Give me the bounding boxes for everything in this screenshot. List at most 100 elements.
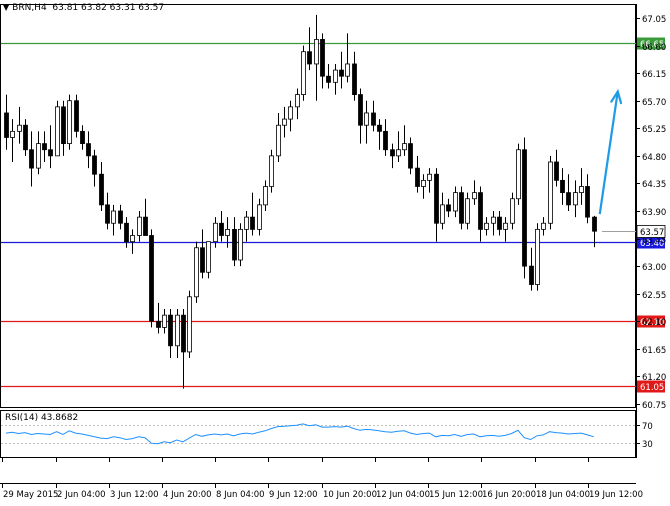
candle-body (371, 112, 376, 126)
candle-body (491, 216, 496, 224)
candle (244, 211, 249, 242)
candle-body (130, 235, 135, 243)
dropdown-triangle-icon[interactable]: ▼ (3, 3, 10, 12)
candle (541, 217, 546, 236)
price-tick-label: 63.00 (642, 263, 666, 273)
candle-body (187, 296, 192, 353)
candle-body (200, 247, 205, 273)
candle (364, 100, 369, 144)
candle (67, 94, 72, 150)
price-tick-label: 64.80 (642, 153, 666, 163)
candle-body (4, 112, 9, 138)
candle-body (36, 143, 41, 169)
candle (99, 161, 104, 211)
rsi-indicator: 70 30 (1, 422, 653, 450)
level-badge (637, 380, 665, 393)
candle (301, 45, 306, 101)
candle-body (257, 204, 262, 230)
candle (263, 180, 268, 211)
candle (118, 204, 123, 230)
candle (269, 149, 274, 193)
candle-body (74, 100, 79, 132)
candle (55, 100, 60, 157)
candle (42, 131, 47, 162)
rsi-tick-label: 70 (642, 422, 653, 432)
candle-body (61, 106, 66, 145)
time-tick-label: 16 Jun 20:00 (482, 490, 536, 500)
horizontal-lines: 66.65 63.40 62.10 61.05 (1, 37, 665, 393)
candle-body (339, 69, 344, 77)
candle-body (162, 314, 167, 328)
candle (213, 217, 218, 248)
candle (307, 27, 312, 71)
candle-body (42, 143, 47, 151)
candle-body (232, 228, 237, 261)
candle (592, 215, 597, 248)
candle (510, 192, 515, 230)
candle (371, 100, 376, 132)
price-axis: 67.05 66.60 66.15 65.70 65.25 64.80 64.35 63.90… (602, 15, 666, 411)
price-tick-label: 61.20 (642, 373, 666, 383)
candle (516, 143, 521, 205)
candle (74, 94, 79, 138)
candle (162, 309, 167, 334)
candle (80, 125, 85, 150)
candle-body (345, 63, 350, 77)
candle (434, 168, 439, 242)
candle-body (510, 198, 515, 224)
candle (383, 119, 388, 156)
candle (453, 186, 458, 218)
price-tick-label: 66.15 (642, 70, 666, 80)
candle-body (29, 149, 34, 169)
candle (415, 155, 420, 193)
candle-body (295, 94, 300, 108)
candle-body (377, 124, 382, 132)
candle-body (472, 192, 477, 200)
candle (175, 309, 180, 359)
candle (465, 192, 470, 230)
candle-body (168, 314, 173, 347)
candle (92, 149, 97, 187)
candle (339, 51, 344, 89)
level-badge (637, 37, 665, 50)
candle (345, 33, 350, 83)
candle (187, 290, 192, 359)
candle-body (440, 204, 445, 224)
candle-body (92, 155, 97, 175)
candle-body (48, 149, 53, 157)
candle-body (446, 204, 451, 212)
symbol-label: BRN,H4 (12, 3, 47, 13)
candle (206, 241, 211, 279)
level-badge (637, 315, 665, 328)
candle (573, 180, 578, 218)
candle (427, 168, 432, 193)
candle-body (213, 222, 218, 243)
candle-body (541, 222, 546, 230)
time-tick-label: 2 Jun 04:00 (57, 490, 106, 500)
candle (149, 229, 154, 328)
price-tick-label: 63.90 (642, 208, 666, 218)
candle-body (269, 155, 274, 187)
candle (529, 247, 534, 291)
candle-body (17, 124, 22, 132)
candle (17, 106, 22, 144)
candle-body (194, 247, 199, 298)
candle-body (503, 222, 508, 230)
candle (352, 51, 357, 101)
candle-body (585, 186, 590, 218)
rsi-line (5, 423, 594, 445)
rsi-plot-frame (0, 410, 636, 458)
price-tick-label: 65.25 (642, 125, 666, 135)
time-tick-label: 29 May 2015 (3, 490, 58, 500)
candle-body (333, 69, 338, 83)
candle-body (548, 161, 553, 224)
candle (554, 149, 559, 187)
time-tick-label: 12 Jun 04:00 (376, 490, 430, 500)
chart-header: ▼ BRN,H4 63.81 63.82 63.31 63.57 (3, 3, 164, 13)
candle (238, 223, 243, 267)
candle-body (415, 167, 420, 187)
candle-body (427, 173, 432, 181)
candle-body (86, 143, 91, 157)
